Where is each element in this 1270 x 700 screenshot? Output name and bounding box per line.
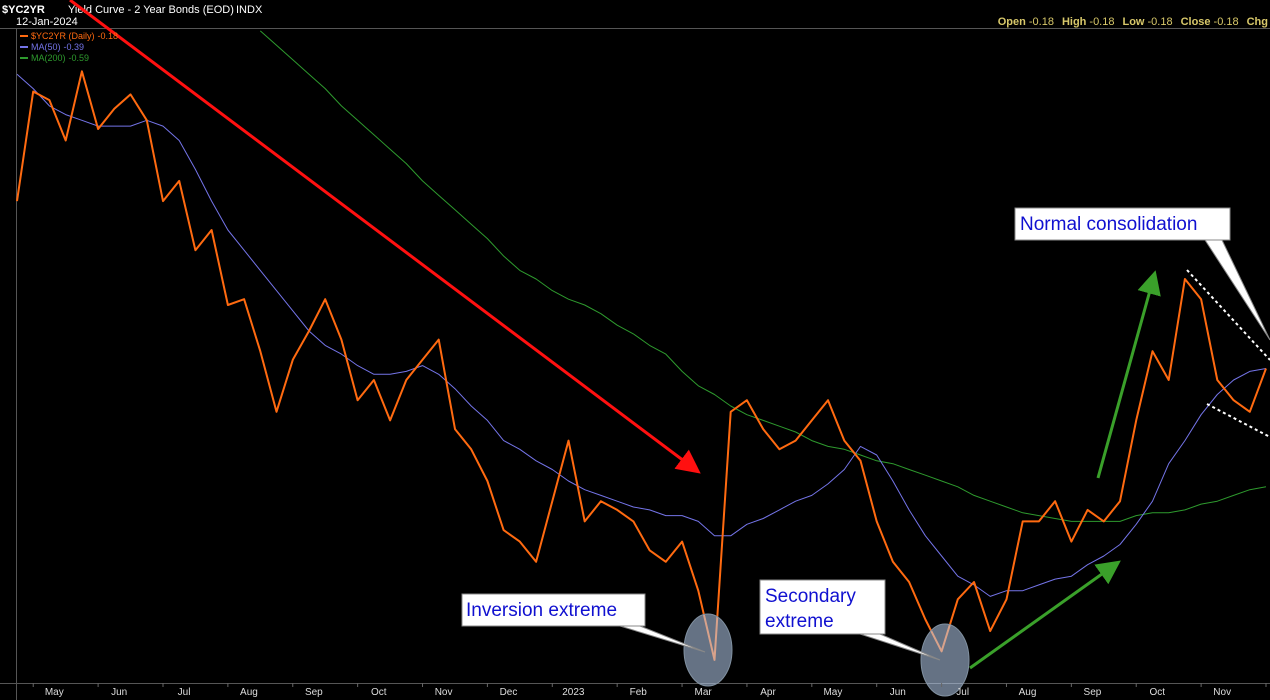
x-tick-label: 2023 xyxy=(562,687,585,698)
quote-value: -0.18 xyxy=(1214,16,1239,28)
x-tick-label: Feb xyxy=(630,687,648,698)
ticker: $YC2YR xyxy=(2,4,45,16)
x-tick-label: Nov xyxy=(1213,687,1231,698)
quote-value: -0.18 xyxy=(1029,16,1054,28)
x-tick-label: May xyxy=(823,687,842,698)
quote-value: -0.18 xyxy=(1147,16,1172,28)
callout xyxy=(759,579,886,635)
x-tick-label: May xyxy=(45,687,64,698)
x-tick-label: Oct xyxy=(1150,687,1166,698)
x-tick-label: Nov xyxy=(435,687,453,698)
trend-arrow xyxy=(69,0,701,474)
legend-label: $YC2YR (Daily) xyxy=(31,31,95,41)
highlight xyxy=(920,623,970,697)
x-tick-label: Jun xyxy=(111,687,127,698)
legend-label: MA(200) xyxy=(31,53,66,63)
quote-label: High xyxy=(1062,16,1087,28)
quote-label: Chg xyxy=(1247,16,1268,28)
quote-label: Open xyxy=(998,16,1026,28)
x-tick-label: Jul xyxy=(956,687,969,698)
legend-value: -0.18 xyxy=(98,31,119,41)
quote-label: Low xyxy=(1122,16,1144,28)
series-line xyxy=(16,70,1267,661)
x-tick-label: Dec xyxy=(500,687,518,698)
annotations: Normal consolidation Inversion extreme S… xyxy=(69,0,1270,697)
annotation: Secondary xyxy=(765,586,856,607)
x-tick-label: Mar xyxy=(695,687,713,698)
series-line xyxy=(259,30,1267,522)
annotation: extreme xyxy=(765,611,834,632)
x-tick-label: Jul xyxy=(178,687,191,698)
legend-value: -0.59 xyxy=(69,53,90,63)
chart-title: Yield Curve - 2 Year Bonds (EOD) xyxy=(68,4,234,16)
highlight xyxy=(683,613,733,687)
callout xyxy=(461,593,646,627)
x-tick-label: Aug xyxy=(1019,687,1037,698)
annotation: Inversion extreme xyxy=(466,600,617,621)
date: 12-Jan-2024 xyxy=(16,16,78,28)
x-tick-label: Apr xyxy=(760,687,776,698)
quote-label: Close xyxy=(1181,16,1211,28)
exchange: INDX xyxy=(236,4,263,16)
callout xyxy=(1014,207,1231,241)
x-tick-label: Aug xyxy=(240,687,258,698)
up-arrow xyxy=(1096,270,1161,479)
x-tick-label: Oct xyxy=(371,687,387,698)
up-arrow xyxy=(969,560,1121,670)
plot xyxy=(16,30,1267,661)
annotation: Normal consolidation xyxy=(1020,214,1197,235)
channel-line xyxy=(1186,269,1270,361)
x-tick-label: Jun xyxy=(890,687,906,698)
series-line xyxy=(16,73,1267,597)
quote-value: -0.18 xyxy=(1089,16,1114,28)
x-tick-label: Sep xyxy=(305,687,323,698)
legend-value: -0.39 xyxy=(64,42,85,52)
x-tick-label: Sep xyxy=(1084,687,1102,698)
legend-label: MA(50) xyxy=(31,42,61,52)
